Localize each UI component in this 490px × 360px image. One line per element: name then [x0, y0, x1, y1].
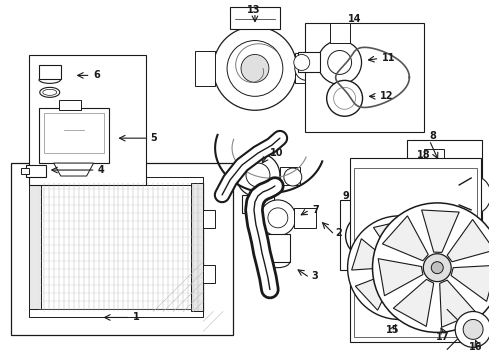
Circle shape: [327, 80, 363, 116]
Circle shape: [372, 203, 490, 332]
Text: 18: 18: [417, 150, 431, 160]
Bar: [340, 200, 429, 270]
Bar: [21, 168, 29, 174]
Text: 4: 4: [98, 165, 104, 175]
Polygon shape: [440, 280, 476, 327]
Circle shape: [390, 258, 409, 278]
Circle shape: [461, 185, 481, 205]
Circle shape: [236, 153, 280, 197]
Polygon shape: [393, 278, 425, 315]
Circle shape: [328, 50, 352, 75]
Bar: [294, 208, 316, 228]
Bar: [330, 23, 349, 42]
Circle shape: [260, 200, 296, 236]
Circle shape: [294, 54, 310, 71]
Polygon shape: [393, 279, 434, 327]
Circle shape: [334, 87, 356, 109]
Circle shape: [268, 208, 288, 228]
Text: 3: 3: [312, 271, 318, 281]
Bar: [203, 210, 215, 228]
Circle shape: [451, 175, 490, 215]
Bar: [424, 149, 444, 169]
Bar: [29, 183, 41, 311]
Bar: [195, 50, 215, 86]
Text: 5: 5: [150, 133, 157, 143]
Bar: [59, 100, 81, 110]
Bar: [280, 167, 300, 185]
Polygon shape: [447, 220, 490, 262]
Bar: [242, 195, 274, 213]
Polygon shape: [421, 210, 459, 252]
Bar: [407, 140, 482, 230]
Circle shape: [423, 254, 451, 282]
Bar: [230, 7, 280, 28]
Polygon shape: [54, 163, 94, 176]
Polygon shape: [405, 225, 443, 262]
Circle shape: [227, 41, 283, 96]
Text: 9: 9: [343, 191, 349, 201]
Circle shape: [431, 262, 443, 274]
Bar: [39, 108, 108, 163]
Circle shape: [406, 167, 462, 223]
Bar: [29, 310, 203, 318]
Text: 8: 8: [429, 131, 436, 141]
Text: 11: 11: [382, 54, 395, 63]
Circle shape: [295, 57, 319, 80]
Polygon shape: [382, 216, 428, 261]
Bar: [203, 265, 215, 283]
Bar: [266, 234, 290, 262]
Polygon shape: [355, 273, 393, 310]
Bar: [44, 113, 103, 153]
Polygon shape: [39, 183, 203, 311]
Circle shape: [385, 214, 424, 254]
Bar: [29, 55, 147, 185]
Bar: [26, 165, 46, 177]
Bar: [11, 163, 233, 336]
Circle shape: [392, 221, 417, 247]
Text: 16: 16: [469, 342, 483, 352]
Text: 14: 14: [347, 14, 361, 24]
Circle shape: [347, 216, 451, 319]
Circle shape: [426, 187, 442, 203]
Bar: [354, 168, 477, 337]
Text: 6: 6: [94, 71, 100, 80]
Bar: [29, 177, 203, 185]
Circle shape: [213, 27, 297, 110]
Circle shape: [345, 214, 390, 258]
Text: 10: 10: [270, 148, 283, 158]
Circle shape: [241, 54, 269, 82]
Bar: [39, 66, 61, 80]
Bar: [295, 54, 319, 84]
Circle shape: [246, 163, 270, 187]
Polygon shape: [373, 220, 405, 257]
Text: 12: 12: [379, 91, 393, 101]
Bar: [349, 158, 481, 342]
Circle shape: [354, 222, 382, 250]
Bar: [191, 183, 203, 311]
Bar: [460, 185, 482, 205]
Polygon shape: [352, 239, 389, 270]
Text: 1: 1: [133, 312, 140, 323]
Bar: [298, 53, 319, 72]
Polygon shape: [410, 265, 447, 297]
Circle shape: [418, 179, 450, 211]
Text: 2: 2: [336, 228, 343, 238]
Bar: [424, 221, 444, 241]
Text: 17: 17: [436, 332, 450, 342]
Polygon shape: [451, 265, 490, 301]
Text: 7: 7: [313, 205, 319, 215]
Circle shape: [463, 319, 483, 339]
Circle shape: [318, 41, 362, 84]
Circle shape: [284, 168, 302, 186]
Text: 15: 15: [386, 325, 399, 336]
Polygon shape: [378, 258, 423, 296]
Text: 13: 13: [247, 5, 261, 15]
Circle shape: [455, 311, 490, 347]
Bar: [305, 23, 424, 132]
